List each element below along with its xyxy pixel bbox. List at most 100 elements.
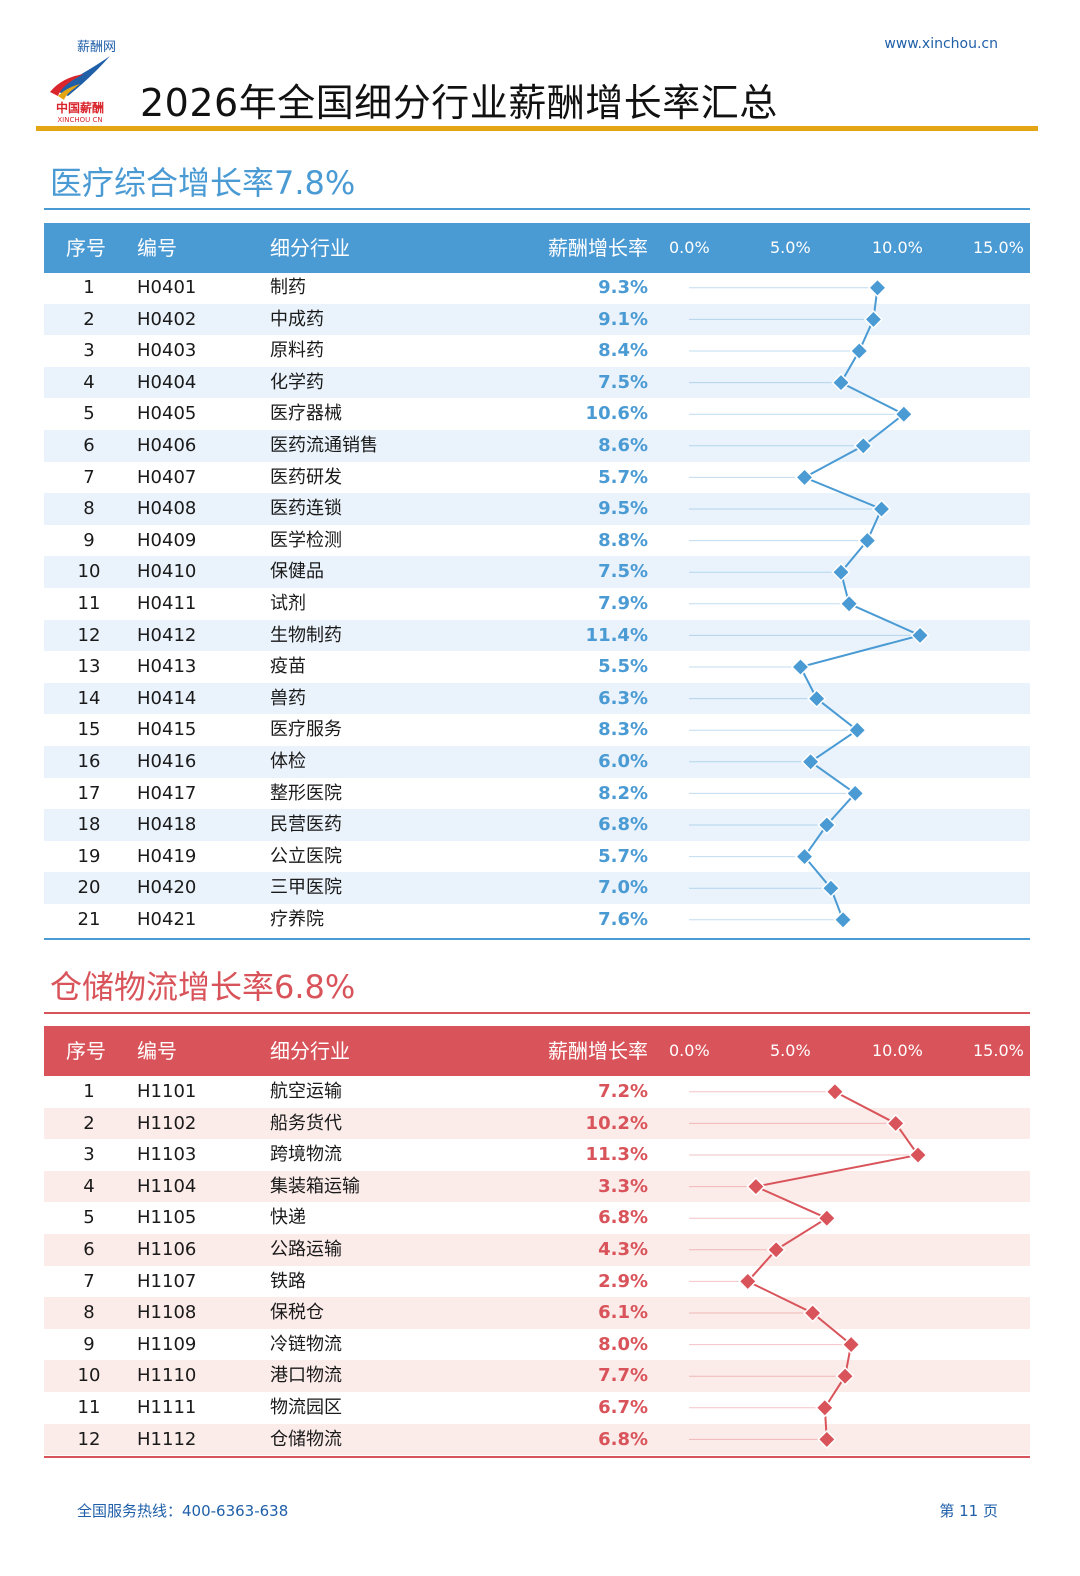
header-rate: 薪酬增长率 <box>548 1039 648 1063</box>
row-index: 4 <box>83 1175 95 1197</box>
header-industry: 细分行业 <box>270 236 350 260</box>
header-code: 编号 <box>137 1039 177 1063</box>
header-index: 序号 <box>66 236 106 260</box>
row-industry: 航空运输 <box>270 1081 342 1102</box>
row-index: 17 <box>77 782 101 804</box>
row-rate: 8.4% <box>598 340 648 362</box>
row-code: H0413 <box>137 656 197 678</box>
row-rate: 3.3% <box>598 1175 648 1197</box>
row-index: 13 <box>77 656 101 678</box>
row-index: 10 <box>77 1365 101 1387</box>
row-code: H0414 <box>137 687 197 709</box>
section-title: 医疗综合增长率7.8% <box>50 164 356 202</box>
row-rate: 8.3% <box>598 719 648 741</box>
row-rate: 7.7% <box>598 1365 648 1387</box>
row-code: H0411 <box>137 593 197 614</box>
row-rate: 6.7% <box>598 1397 648 1418</box>
section-title: 仓储物流增长率6.8% <box>50 968 356 1006</box>
row-index: 7 <box>83 1270 95 1292</box>
row-industry: 物流园区 <box>270 1397 342 1418</box>
row-index: 16 <box>77 751 101 772</box>
table-row: 4 H1104 集装箱运输 3.3% <box>44 1170 1030 1203</box>
row-industry: 疗养院 <box>270 909 324 930</box>
table-row: 16 H0416 体检 6.0% <box>44 746 1030 778</box>
row-code: H1101 <box>137 1081 197 1102</box>
row-code: H0412 <box>137 624 197 646</box>
row-industry: 三甲医院 <box>270 877 342 899</box>
row-rate: 4.3% <box>598 1239 648 1260</box>
row-index: 2 <box>83 308 95 330</box>
row-industry: 集装箱运输 <box>270 1175 360 1197</box>
row-code: H1107 <box>137 1270 197 1292</box>
row-rate: 5.5% <box>598 656 648 678</box>
table-row: 13 H0413 疫苗 5.5% <box>44 651 1030 683</box>
row-industry: 试剂 <box>270 593 306 614</box>
header-industry: 细分行业 <box>270 1039 350 1063</box>
row-rate: 10.6% <box>585 403 648 425</box>
row-industry: 仓储物流 <box>270 1428 342 1450</box>
axis-tick-label: 0.0% <box>669 1041 710 1060</box>
row-index: 7 <box>83 466 95 488</box>
row-industry: 原料药 <box>270 340 324 362</box>
table-row: 14 H0414 兽药 6.3% <box>44 682 1030 715</box>
row-code: H1109 <box>137 1333 197 1355</box>
header-index: 序号 <box>66 1039 106 1063</box>
row-industry: 医疗服务 <box>270 719 342 741</box>
row-index: 3 <box>83 1144 95 1166</box>
row-rate: 7.9% <box>598 593 648 614</box>
row-industry: 跨境物流 <box>270 1144 342 1166</box>
row-code: H0415 <box>137 719 197 741</box>
table-header: 序号 编号 细分行业 薪酬增长率 0.0% 5.0% 10.0% 15.0% <box>44 1026 1030 1076</box>
row-rate: 2.9% <box>598 1270 648 1292</box>
table-row: 5 H1105 快递 6.8% <box>44 1202 1030 1234</box>
row-rate: 11.4% <box>585 624 648 646</box>
row-rate: 6.3% <box>598 687 648 709</box>
row-index: 21 <box>77 909 101 930</box>
row-code: H0421 <box>137 909 197 930</box>
table-row: 5 H0405 医疗器械 10.6% <box>44 398 1030 430</box>
row-index: 2 <box>83 1112 95 1134</box>
row-industry: 公立医院 <box>270 845 342 867</box>
row-industry: 整形医院 <box>270 782 342 804</box>
row-industry: 制药 <box>270 277 306 298</box>
row-index: 6 <box>83 435 95 456</box>
table-bottom-rule <box>44 1456 1030 1458</box>
row-rate: 7.2% <box>598 1081 648 1102</box>
row-code: H1102 <box>137 1112 197 1134</box>
title-divider <box>36 126 1038 131</box>
row-code: H1108 <box>137 1302 197 1324</box>
table-row: 12 H0412 生物制药 11.4% <box>44 619 1030 652</box>
axis-tick-label: 5.0% <box>770 1041 811 1060</box>
row-industry: 民营医药 <box>270 814 342 836</box>
section-divider <box>44 208 1030 210</box>
row-industry: 港口物流 <box>270 1365 342 1387</box>
table-row: 15 H0415 医疗服务 8.3% <box>44 714 1030 746</box>
table-row: 4 H0404 化学药 7.5% <box>44 366 1030 399</box>
row-code: H1110 <box>137 1365 197 1387</box>
row-index: 12 <box>77 1428 101 1450</box>
table-row: 8 H1108 保税仓 6.1% <box>44 1297 1030 1329</box>
row-code: H0406 <box>137 435 197 456</box>
row-code: H0420 <box>137 877 197 899</box>
table-row: 9 H0409 医学检测 8.8% <box>44 525 1030 557</box>
row-industry: 快递 <box>270 1207 306 1229</box>
row-index: 6 <box>83 1239 95 1260</box>
axis-tick-label: 15.0% <box>973 238 1024 257</box>
row-index: 11 <box>77 1397 101 1418</box>
table-row: 21 H0421 疗养院 7.6% <box>44 904 1030 936</box>
site-url[interactable]: www.xinchou.cn <box>884 36 998 52</box>
row-code: H0417 <box>137 782 197 804</box>
table-row: 2 H0402 中成药 9.1% <box>44 303 1030 336</box>
table-row: 11 H1111 物流园区 6.7% <box>44 1392 1030 1424</box>
page-title: 2026年全国细分行业薪酬增长率汇总 <box>140 81 778 125</box>
table-row: 1 H1101 航空运输 7.2% <box>44 1076 1030 1108</box>
row-code: H1112 <box>137 1428 197 1450</box>
table-row: 1 H0401 制药 9.3% <box>44 272 1030 304</box>
row-code: H0407 <box>137 466 197 488</box>
row-industry: 疫苗 <box>270 656 306 678</box>
table-row: 20 H0420 三甲医院 7.0% <box>44 872 1030 904</box>
row-index: 5 <box>83 1207 95 1229</box>
row-industry: 医疗器械 <box>270 403 342 425</box>
row-index: 5 <box>83 403 95 425</box>
row-rate: 7.0% <box>598 877 648 899</box>
